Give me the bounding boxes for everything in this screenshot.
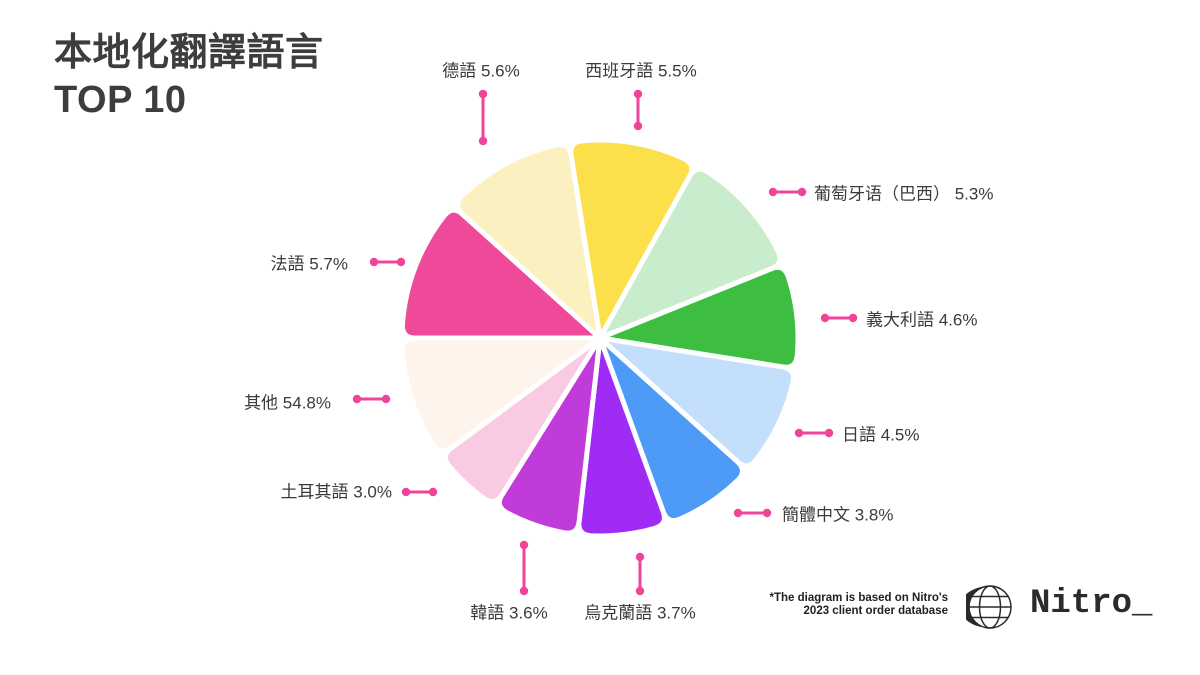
pie-slice-portuguese-brazil xyxy=(597,166,783,341)
pie-slice-german xyxy=(455,142,603,341)
pie-slice-spanish xyxy=(568,137,695,341)
pie-slice-french xyxy=(399,207,603,341)
leader-dot-korean-1 xyxy=(519,586,529,596)
leader-dot-spanish-1 xyxy=(633,121,643,131)
leader-dot-french-0 xyxy=(369,257,379,267)
leader-dot-french-1 xyxy=(396,257,406,267)
leader-dot-korean-0 xyxy=(519,540,529,550)
pie-slice-ukrainian xyxy=(576,335,667,539)
source-footnote: *The diagram is based on Nitro's 2023 cl… xyxy=(770,592,948,618)
leader-dot-simplified-chinese-0 xyxy=(733,508,743,518)
leader-dot-japanese-0 xyxy=(794,428,804,438)
leader-dot-simplified-chinese-1 xyxy=(762,508,772,518)
leader-dot-other-1 xyxy=(381,394,391,404)
pie-slice-japanese xyxy=(597,335,796,469)
pie-slice-other xyxy=(399,335,603,454)
leader-dot-portuguese-brazil-1 xyxy=(797,187,807,197)
leader-dot-portuguese-brazil-0 xyxy=(768,187,778,197)
source-footnote-line1: *The diagram is based on Nitro's xyxy=(769,592,948,604)
leader-dot-ukrainian-0 xyxy=(635,552,645,562)
page-title-line2: TOP 10 xyxy=(54,79,187,121)
leader-dot-ukrainian-1 xyxy=(635,586,645,596)
leader-dot-german-1 xyxy=(478,136,488,146)
leader-dot-italian-1 xyxy=(848,313,858,323)
globe-icon xyxy=(966,585,1012,629)
pie-slice-simplified-chinese xyxy=(597,335,745,524)
leader-dot-other-0 xyxy=(352,394,362,404)
pie-slice-italian xyxy=(597,264,801,370)
leader-dot-german-0 xyxy=(478,89,488,99)
leader-dot-italian-0 xyxy=(820,313,830,323)
pie-slice-turkish xyxy=(442,335,603,505)
leader-dot-spanish-0 xyxy=(633,89,643,99)
leader-dot-turkish-0 xyxy=(401,487,411,497)
page-title-line1: 本地化翻譯語言 xyxy=(54,32,324,74)
pie-slice-korean xyxy=(496,335,603,536)
page-title: 本地化翻譯語言 TOP 10 xyxy=(54,30,324,124)
leader-dot-turkish-1 xyxy=(428,487,438,497)
nitro-wordmark: Nitro_ xyxy=(1030,585,1153,623)
leader-dot-japanese-1 xyxy=(824,428,834,438)
source-footnote-line2: 2023 client order database xyxy=(803,605,948,617)
